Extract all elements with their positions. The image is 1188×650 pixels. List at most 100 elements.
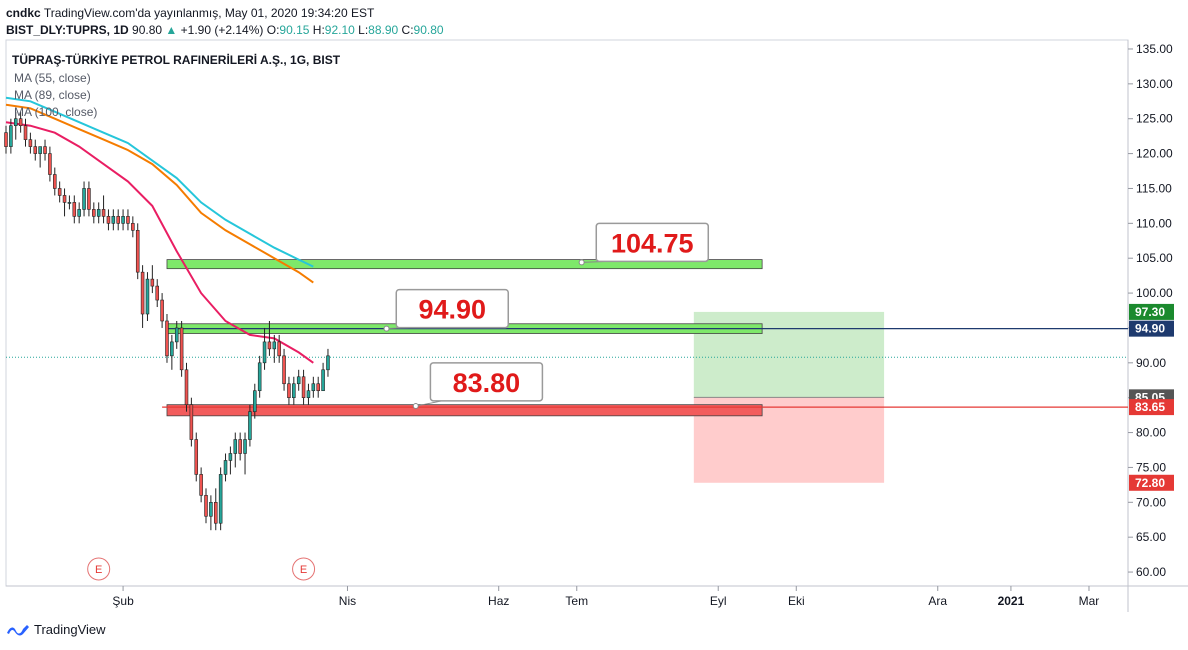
candle-body — [292, 383, 296, 398]
y-tick-label: 120.00 — [1136, 147, 1173, 161]
ma-line-1 — [5, 103, 314, 284]
candle-body — [316, 383, 320, 392]
y-tick-label: 90.00 — [1136, 356, 1166, 370]
candle-body — [277, 341, 281, 357]
x-tick-label: Mar — [1079, 594, 1100, 608]
price-tag-3 — [1129, 399, 1174, 416]
callout-box-0[interactable] — [595, 222, 710, 263]
plot-area — [5, 39, 1129, 587]
candle — [135, 223, 140, 280]
candle — [267, 320, 272, 356]
legend-ma55: MA (55, close) — [14, 71, 91, 85]
candle-body — [9, 125, 13, 147]
change-text: +1.90 (+2.14%) — [180, 23, 264, 37]
candle-body — [18, 118, 23, 126]
price-tag-label-0: 97.30 — [1135, 305, 1165, 319]
candle-body — [311, 383, 316, 392]
candle — [106, 209, 111, 231]
candle — [126, 209, 130, 231]
callout-label-1: 94.90 — [418, 295, 486, 325]
candle-body — [23, 125, 28, 140]
candle — [214, 488, 218, 531]
y-tick-label: 125.00 — [1136, 112, 1173, 126]
candle — [238, 432, 242, 461]
y-tick-label: 135.00 — [1136, 42, 1173, 56]
candle-body — [33, 146, 38, 154]
candle — [262, 327, 267, 370]
candle-body — [131, 223, 135, 231]
candle — [218, 467, 223, 531]
candle — [248, 404, 252, 447]
candle — [62, 188, 67, 217]
candle-body — [87, 188, 91, 210]
candle — [101, 195, 106, 224]
open-value: 90.15 — [279, 23, 310, 37]
candle — [174, 320, 179, 349]
candle-body — [62, 195, 67, 203]
chart-header: cndkc TradingView.com'da yayınlanmış, Ma… — [6, 5, 444, 39]
candle-body — [321, 369, 325, 392]
candle — [296, 369, 301, 391]
candle-body — [287, 383, 291, 398]
x-tick-label: Ara — [928, 594, 947, 608]
x-tick-label: Eyl — [710, 594, 727, 608]
candle — [189, 397, 194, 447]
x-tick-label: Tem — [565, 594, 588, 608]
candle-body — [326, 355, 330, 371]
candle-body — [4, 132, 8, 147]
candle — [9, 118, 13, 154]
candle-body — [296, 376, 301, 385]
candle-body — [67, 202, 72, 204]
callout-box-2[interactable] — [429, 362, 544, 402]
candle — [67, 195, 72, 210]
candle — [140, 265, 145, 328]
y-tick-label: 100.00 — [1136, 286, 1173, 300]
candle-body — [96, 209, 101, 217]
candle-body — [150, 278, 155, 287]
candle — [87, 181, 91, 217]
price-chart[interactable]: 104.75 94.90 83.80 E E 135.00 130.00 125.00 120… — [0, 0, 1188, 618]
candle — [170, 334, 174, 370]
candle — [223, 453, 228, 482]
candle — [28, 132, 33, 154]
candle-body — [116, 216, 120, 224]
earnings-marker-0[interactable] — [87, 557, 111, 581]
candle — [4, 125, 8, 154]
candle-body — [301, 376, 306, 398]
candle-body — [28, 139, 33, 147]
zone-resistance-104[interactable] — [166, 259, 763, 270]
candle — [316, 376, 320, 398]
tradingview-logo-icon — [7, 624, 29, 635]
ma-line-0 — [5, 121, 314, 364]
candle-body — [106, 216, 111, 224]
callout-label-2: 83.80 — [453, 368, 521, 398]
candle-body — [57, 188, 62, 196]
callout-box-1[interactable] — [395, 288, 510, 329]
candle-body — [243, 439, 247, 454]
candle — [72, 195, 77, 224]
earnings-marker-1[interactable] — [292, 557, 316, 581]
published-text: TradingView.com'da yayınlanmış, May 01, … — [43, 6, 375, 20]
publish-line: cndkc TradingView.com'da yayınlanmış, Ma… — [6, 5, 444, 22]
symbol-text: BIST_DLY:TUPRS, 1D — [6, 23, 129, 37]
zone-support-84[interactable] — [166, 404, 763, 417]
candle-body — [253, 390, 257, 412]
earnings-label-1: E — [300, 564, 307, 576]
price-tag-label-4: 72.80 — [1135, 476, 1165, 490]
callout-anchor-0 — [578, 259, 585, 266]
candle — [282, 348, 286, 391]
candle-body — [189, 404, 194, 440]
candle — [204, 488, 208, 524]
candle — [257, 355, 262, 398]
callout-anchor-1 — [383, 325, 390, 332]
high-value: 92.10 — [324, 23, 355, 37]
price-tag-1 — [1129, 320, 1174, 337]
x-tick-label: Şub — [112, 594, 134, 608]
candle — [160, 293, 164, 328]
x-tick-label: Haz — [488, 594, 509, 608]
candle-body — [92, 209, 96, 217]
candle — [155, 279, 159, 308]
candle-body — [194, 439, 199, 475]
publisher-name: cndkc — [6, 6, 41, 20]
candle — [18, 111, 23, 133]
